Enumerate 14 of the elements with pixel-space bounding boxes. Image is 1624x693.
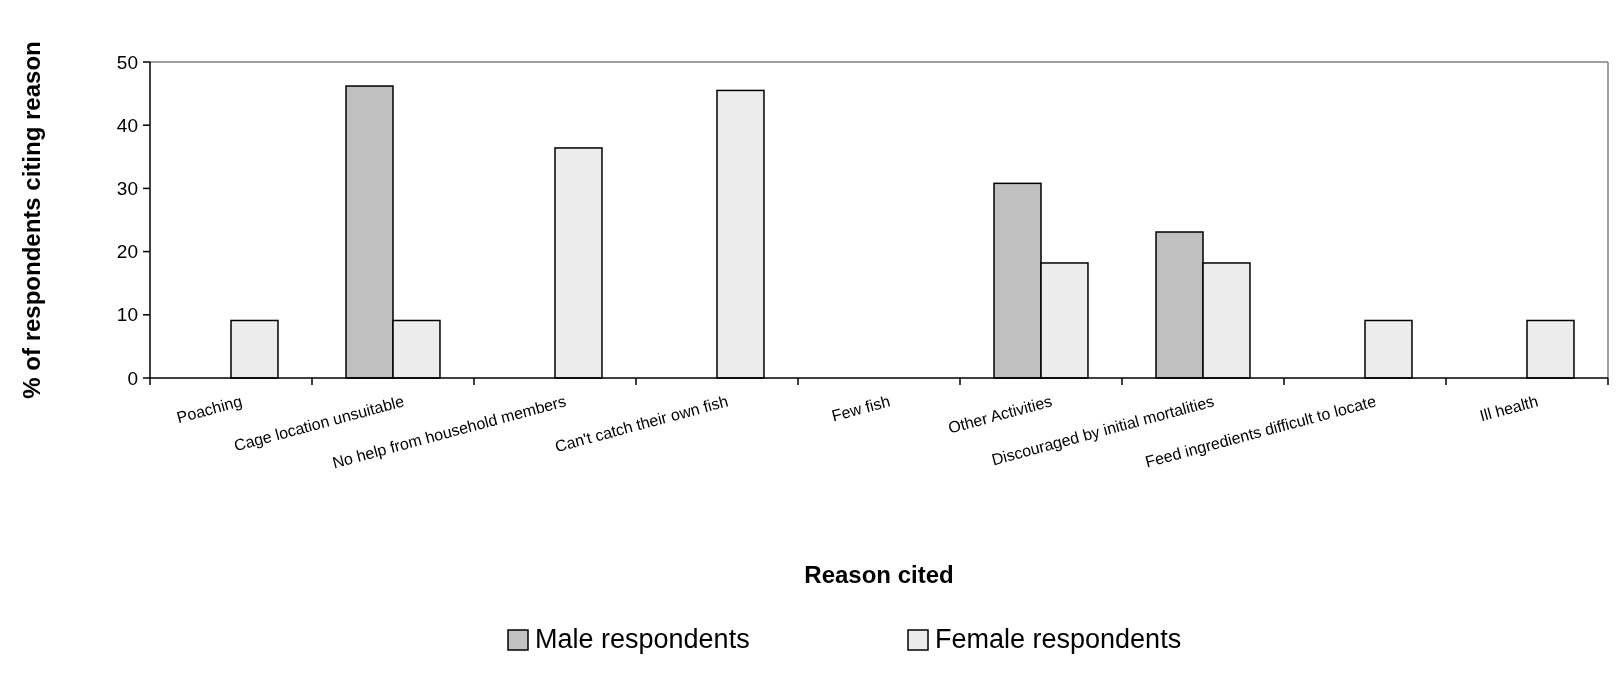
y-tick-label: 10 (116, 304, 138, 326)
x-tick-label: Few fish (829, 392, 892, 425)
legend-label: Female respondents (935, 624, 1182, 654)
x-tick-label: Other Activities (946, 392, 1054, 437)
y-tick-label: 20 (116, 241, 138, 263)
y-axis-title: % of respondents citing reason (18, 41, 45, 399)
y-tick-label: 0 (127, 367, 138, 389)
y-tick-label: 30 (116, 178, 138, 200)
x-axis-title: Reason cited (804, 561, 954, 588)
x-tick-label: Ill health (1477, 392, 1540, 425)
y-tick-label: 50 (116, 51, 138, 73)
x-tick-label: Poaching (174, 392, 244, 427)
legend-label: Male respondents (535, 624, 750, 654)
y-tick-label: 40 (116, 114, 138, 136)
